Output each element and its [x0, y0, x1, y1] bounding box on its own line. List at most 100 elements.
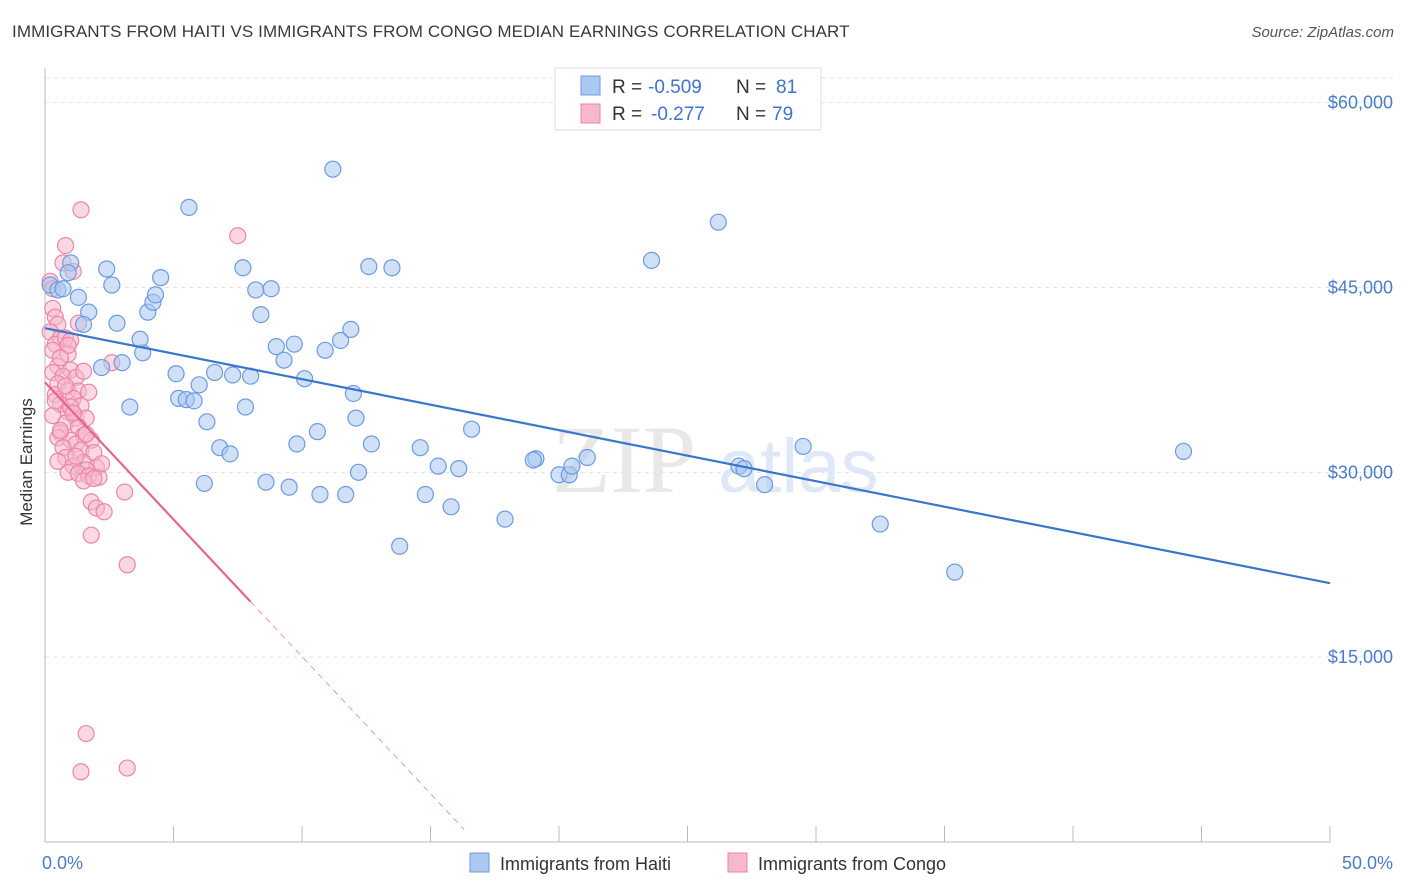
haiti-point	[337, 485, 355, 504]
congo-point	[56, 377, 75, 395]
legend-r-value-haiti: -0.509	[648, 77, 702, 98]
congo-point	[56, 236, 75, 255]
haiti-point	[108, 314, 126, 332]
congo-point	[77, 425, 95, 443]
haiti-point	[324, 160, 342, 178]
y-tick-label: $45,000	[1328, 277, 1393, 297]
haiti-point	[267, 338, 285, 356]
congo-point	[82, 526, 100, 544]
congo-point	[49, 452, 67, 470]
tick-labels: $15,000 $30,000 $45,000 $60,000 0.0% 50.0%	[42, 93, 1393, 873]
haiti-point	[463, 420, 481, 438]
haiti-point	[411, 439, 429, 457]
series-legend: Immigrants from Haiti Immigrants from Co…	[469, 852, 946, 874]
congo-point	[72, 201, 90, 219]
congo-point	[80, 383, 98, 401]
haiti-point	[342, 320, 360, 338]
chart-title: IMMIGRANTS FROM HAITI VS IMMIGRANTS FROM…	[12, 22, 850, 41]
series-legend-label-haiti: Immigrants from Haiti	[500, 854, 671, 874]
legend-n-value-congo: 79	[772, 104, 793, 125]
congo-point	[116, 483, 134, 501]
congo-point	[92, 455, 111, 473]
congo-trend-extension	[250, 601, 465, 830]
haiti-point	[198, 413, 216, 431]
y-axis-title: Median Earnings	[17, 398, 36, 526]
haiti-point	[794, 437, 812, 456]
haiti-point	[642, 251, 661, 269]
congo-point	[59, 336, 77, 354]
haiti-point	[311, 485, 329, 504]
haiti-point	[121, 398, 139, 416]
legend-swatch-haiti	[580, 75, 601, 96]
haiti-point	[113, 354, 131, 372]
haiti-point	[257, 473, 275, 491]
haiti-point	[236, 398, 255, 416]
haiti-point	[1174, 442, 1193, 460]
haiti-point	[347, 409, 365, 427]
watermark: ZIP atlas	[552, 406, 879, 513]
haiti-point	[450, 460, 468, 478]
congo-trend-line	[44, 381, 252, 603]
haiti-point	[308, 423, 327, 441]
legend-swatch-congo	[580, 103, 601, 124]
congo-point	[77, 724, 95, 743]
haiti-point	[755, 476, 774, 494]
haiti-point	[524, 451, 542, 469]
haiti-point	[74, 315, 93, 334]
haiti-point	[362, 435, 380, 453]
legend-r-label-congo: R =	[612, 104, 642, 125]
haiti-point	[383, 259, 401, 277]
haiti-point	[252, 305, 270, 324]
haiti-point	[103, 276, 121, 294]
haiti-point	[563, 457, 581, 475]
haiti-point	[280, 478, 298, 496]
haiti-point	[578, 448, 596, 467]
congo-point	[51, 421, 70, 440]
haiti-point	[496, 510, 514, 528]
y-tick-label: $60,000	[1328, 93, 1393, 113]
haiti-point	[262, 280, 280, 298]
congo-point	[85, 469, 103, 488]
haiti-point	[946, 563, 964, 581]
haiti-point	[54, 280, 72, 298]
series-legend-label-congo: Immigrants from Congo	[758, 854, 946, 874]
haiti-point	[360, 257, 378, 276]
haiti-point	[391, 537, 409, 555]
haiti-point	[167, 365, 185, 383]
series-congo-points	[41, 201, 247, 781]
congo-point	[72, 763, 90, 781]
haiti-point	[247, 281, 265, 299]
series-legend-swatch-congo	[727, 852, 748, 873]
haiti-point	[316, 341, 334, 359]
haiti-point	[285, 335, 303, 353]
haiti-point	[349, 463, 368, 481]
haiti-point	[69, 288, 88, 306]
congo-point	[95, 503, 113, 521]
haiti-point	[709, 213, 727, 231]
haiti-point	[224, 366, 242, 384]
haiti-point	[206, 363, 224, 382]
haiti-point	[331, 331, 350, 350]
haiti-point	[416, 485, 434, 504]
haiti-point	[59, 264, 77, 282]
haiti-point	[234, 259, 252, 277]
haiti-point	[185, 392, 203, 410]
stats-legend: R = -0.509 N = 81 R = -0.277 N = 79	[554, 67, 822, 131]
haiti-point	[275, 351, 293, 369]
haiti-point	[92, 358, 111, 377]
haiti-trend-line	[44, 327, 1331, 585]
legend-n-label-congo: N =	[736, 104, 766, 125]
legend-n-label-haiti: N =	[736, 77, 766, 98]
legend-r-label-haiti: R =	[612, 77, 642, 98]
congo-point	[118, 556, 136, 574]
haiti-point	[288, 435, 306, 453]
haiti-point	[429, 457, 447, 475]
haiti-point	[146, 286, 165, 304]
trend-lines	[44, 327, 1331, 830]
congo-point	[118, 759, 136, 777]
congo-point	[229, 227, 247, 245]
congo-point	[51, 349, 70, 367]
source-credit: Source: ZipAtlas.com	[1251, 24, 1394, 41]
y-tick-label: $15,000	[1328, 647, 1393, 667]
